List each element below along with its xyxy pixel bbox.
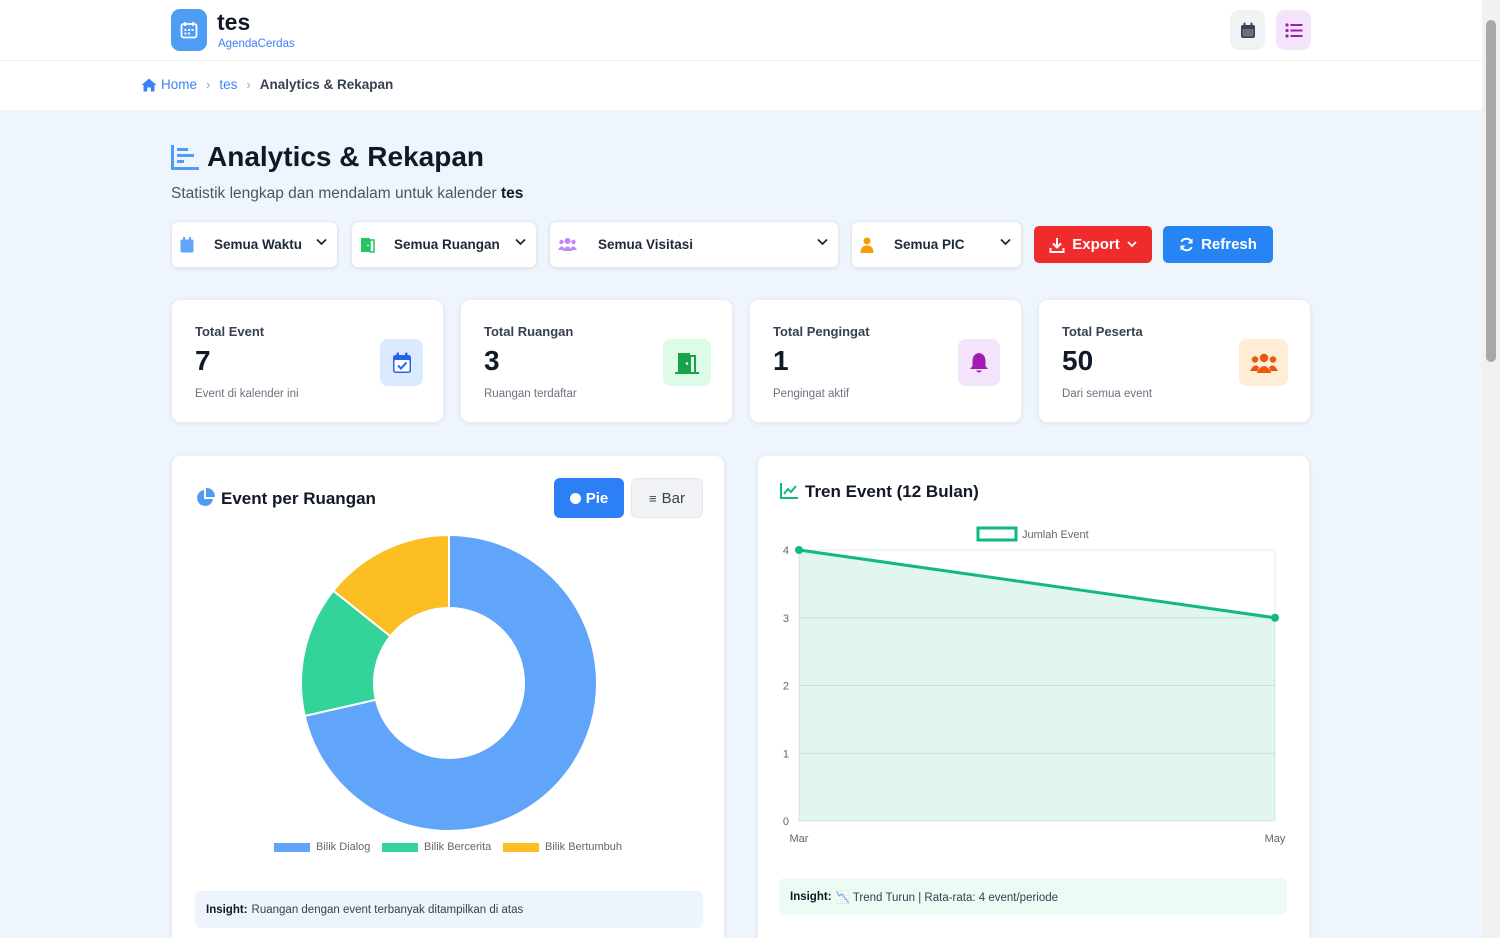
- time-filter-select[interactable]: Semua Waktu: [171, 221, 338, 268]
- legend-swatch: [382, 842, 418, 852]
- chevron-down-icon: [817, 238, 828, 246]
- legend-label[interactable]: Jumlah Event: [1022, 529, 1089, 541]
- stat-card-total-event: Total Event 7 Event di kalender ini: [171, 299, 444, 423]
- door-open-icon: [663, 339, 711, 386]
- page-title: Analytics & Rekapan: [207, 141, 484, 172]
- legend-swatch: [503, 842, 539, 852]
- x-tick-label: Mar: [790, 833, 809, 845]
- y-tick-label: 1: [783, 748, 789, 760]
- scrollbar-thumb[interactable]: [1486, 20, 1496, 362]
- page-subtitle: Statistik lengkap dan mendalam untuk kal…: [171, 185, 524, 202]
- breadcrumb-current: Analytics & Rekapan: [259, 77, 394, 92]
- download-icon: [1049, 237, 1065, 253]
- app-subtitle: AgendaCerdas: [218, 38, 295, 50]
- home-icon: [141, 78, 157, 91]
- breadcrumb-home[interactable]: Home: [161, 77, 198, 92]
- pic-filter-select[interactable]: Semua PIC: [851, 221, 1022, 268]
- user-tie-icon: [860, 237, 874, 253]
- legend-item[interactable]: Bilik Bercerita: [382, 841, 491, 853]
- y-tick-label: 0: [783, 816, 789, 828]
- line-chart: 0 1 2 3 4 Mar May Jumlah Event: [783, 526, 1286, 845]
- room-filter-select[interactable]: Semua Ruangan: [351, 221, 537, 268]
- chevron-right-icon: ›: [246, 77, 251, 92]
- legend-label: Bilik Dialog: [316, 841, 371, 853]
- pie-chart-icon: [197, 488, 215, 506]
- calendar-logo-icon[interactable]: [171, 9, 207, 51]
- chevron-right-icon: ›: [206, 77, 211, 92]
- chevron-down-icon: [1000, 238, 1011, 246]
- refresh-icon: [1180, 237, 1194, 252]
- calendar-check-icon: [380, 339, 423, 386]
- bars-icon: ≡: [649, 490, 657, 506]
- y-tick-label: 2: [783, 681, 789, 693]
- line-area: [799, 550, 1275, 821]
- room-chart-insight: Insight: Ruangan dengan event terbanyak d…: [195, 891, 703, 928]
- pie-toggle-button[interactable]: Pie: [554, 478, 624, 518]
- chevron-down-icon: [316, 238, 327, 246]
- doughnut-slice[interactable]: [331, 533, 450, 638]
- legend-item[interactable]: Bilik Bertumbuh: [503, 841, 622, 853]
- calendar-view-button[interactable]: [1230, 10, 1265, 50]
- legend-label: Bilik Bercerita: [424, 841, 492, 853]
- circle-icon: [569, 492, 581, 504]
- legend-swatch: [274, 842, 310, 852]
- trend-chart-insight: Insight: 📉 Trend Turun | Rata-rata: 4 eve…: [779, 878, 1287, 915]
- trend-chart-title: Tren Event (12 Bulan): [805, 482, 979, 501]
- room-chart-title: Event per Ruangan: [221, 489, 376, 508]
- legend-item[interactable]: Bilik Dialog: [274, 841, 370, 853]
- series-line: [798, 548, 1276, 620]
- calendar-icon: [180, 237, 194, 253]
- y-tick-label: 4: [783, 545, 789, 557]
- legend-label: Bilik Bertumbuh: [545, 841, 623, 853]
- app-title: tes: [217, 9, 251, 35]
- stat-card-total-ruangan: Total Ruangan 3 Ruangan terdaftar: [460, 299, 733, 423]
- export-button[interactable]: Export: [1034, 226, 1152, 263]
- calendar-icon: [1240, 22, 1255, 38]
- breadcrumb: Home › tes › Analytics & Rekapan: [141, 77, 393, 92]
- refresh-button[interactable]: Refresh: [1163, 226, 1273, 263]
- chart-bar-icon: [171, 145, 199, 170]
- top-navbar: tes AgendaCerdas: [0, 0, 1482, 61]
- data-point[interactable]: [1271, 613, 1279, 622]
- visitation-filter-select[interactable]: Semua Visitasi: [549, 221, 839, 268]
- door-open-icon: [361, 238, 375, 253]
- room-chart-card: Event per Ruangan Pie ≡ Bar Bilik Dialog…: [171, 455, 725, 938]
- users-icon: [558, 238, 577, 251]
- breadcrumb-calendar[interactable]: tes: [219, 77, 238, 92]
- chevron-down-icon: [515, 238, 526, 246]
- breadcrumb-bar: Home › tes › Analytics & Rekapan: [0, 61, 1482, 110]
- doughnut-chart: [300, 533, 598, 832]
- list-view-button[interactable]: [1276, 10, 1311, 50]
- doughnut-slice[interactable]: [303, 533, 598, 832]
- trend-chart-card: Tren Event (12 Bulan) 0 1 2 3 4 Mar May Jumlah …: [757, 455, 1310, 938]
- stat-card-total-peserta: Total Peserta 50 Dari semua event: [1038, 299, 1311, 423]
- list-icon: [1284, 22, 1302, 38]
- stat-card-total-pengingat: Total Pengingat 1 Pengingat aktif: [749, 299, 1022, 423]
- legend-swatch: [976, 526, 1018, 542]
- chart-line-icon: [780, 483, 798, 499]
- bell-icon: [958, 339, 1000, 386]
- users-icon: [1239, 339, 1288, 386]
- page-scrollbar[interactable]: [1482, 0, 1500, 938]
- bar-toggle-button[interactable]: ≡ Bar: [631, 478, 703, 518]
- data-point[interactable]: [795, 546, 803, 554]
- x-tick-label: May: [1265, 833, 1286, 845]
- chevron-down-icon: [1127, 241, 1137, 248]
- y-tick-label: 3: [783, 613, 789, 625]
